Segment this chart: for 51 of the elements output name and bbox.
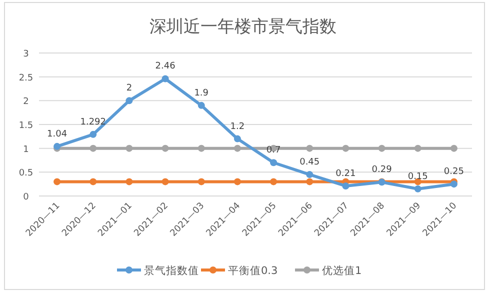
point — [162, 75, 169, 82]
y-tick-label: 0.5 — [18, 168, 34, 179]
point — [234, 144, 241, 152]
point — [234, 135, 241, 142]
point — [90, 130, 97, 138]
point — [198, 178, 205, 186]
point — [450, 180, 458, 188]
point — [414, 144, 422, 152]
point — [378, 144, 386, 152]
y-tick-label: 1.5 — [18, 121, 34, 131]
point — [306, 144, 314, 152]
chart-title: 深圳近一年楼市景气指数 — [150, 17, 336, 37]
point — [162, 178, 169, 186]
point — [162, 144, 169, 152]
data-label: 1.9 — [194, 88, 209, 98]
data-label: 0.45 — [300, 158, 320, 168]
data-label: 0.21 — [336, 168, 356, 179]
legend-label: 优选值1 — [322, 264, 362, 277]
point — [270, 178, 278, 186]
y-tick-label: 1 — [23, 144, 29, 155]
y-tick-label: 0 — [23, 192, 30, 202]
point — [414, 185, 422, 192]
data-label: 2.46 — [155, 62, 176, 72]
data-label: 0.29 — [372, 165, 392, 176]
point — [198, 144, 205, 152]
point — [234, 178, 241, 186]
y-tick-label: 2 — [23, 97, 29, 108]
y-tick-label: 2.5 — [18, 73, 34, 84]
point — [198, 102, 205, 109]
point — [306, 178, 314, 186]
point — [450, 144, 458, 152]
point — [342, 182, 350, 190]
y-tick-label: 3 — [23, 50, 29, 60]
data-label: 1.292 — [80, 117, 106, 128]
point — [90, 144, 97, 152]
data-label: 0.25 — [444, 167, 464, 178]
point — [54, 178, 61, 186]
point — [90, 178, 97, 186]
legend-label: 平衡值0.3 — [228, 265, 278, 277]
data-label: 1.04 — [47, 129, 68, 140]
point — [126, 144, 133, 152]
legend-label: 景气指数值 — [144, 265, 199, 277]
point — [126, 178, 133, 186]
data-label: 0.15 — [408, 172, 428, 182]
data-label: 2 — [126, 84, 132, 94]
point — [126, 97, 133, 104]
point — [270, 159, 278, 166]
data-label: 1.2 — [230, 122, 245, 132]
point — [342, 144, 350, 152]
data-label: 0.7 — [266, 146, 281, 156]
point — [306, 171, 314, 178]
